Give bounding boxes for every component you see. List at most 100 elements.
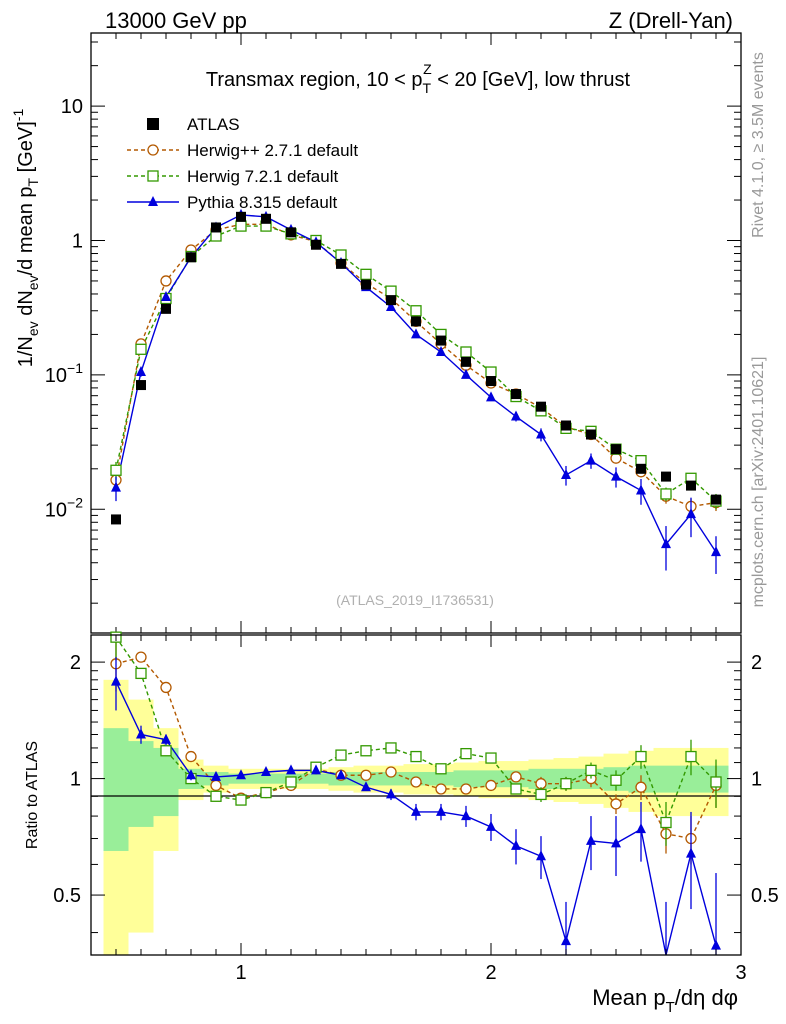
ratio-point (411, 805, 421, 816)
ratio-point (460, 783, 472, 795)
ratio-point (360, 745, 372, 757)
series-point (686, 508, 696, 519)
ratio-point (186, 769, 196, 780)
series-point (111, 481, 121, 492)
ratio-point (185, 750, 197, 763)
series-point (110, 464, 122, 476)
data-point (586, 429, 596, 440)
x-axis-label: Mean pT/dη dφ (592, 985, 738, 1016)
data-point (411, 316, 421, 327)
ratio-point (111, 675, 121, 686)
x-tick-label: 1 (235, 962, 246, 984)
series-point (160, 275, 172, 287)
series-point (410, 305, 422, 317)
ratio-point (610, 798, 622, 810)
ratio-point (161, 733, 171, 744)
ratio-y-tick-label-right: 2 (751, 652, 762, 674)
ylabel-a-sub: ev (25, 321, 41, 336)
data-point (311, 239, 321, 250)
data-point (361, 279, 371, 290)
ratio-y-tick-label-right: 0.5 (751, 885, 779, 907)
ratio-point (510, 771, 522, 783)
ratio-point (361, 781, 371, 792)
series-point (386, 300, 396, 311)
ratio-point (211, 770, 221, 781)
series-point (660, 488, 672, 500)
ratio-y-tick-label: 2 (70, 652, 81, 674)
series-point (135, 343, 147, 355)
y-tick-label-base: 10 (45, 365, 67, 387)
legend-marker (148, 196, 158, 206)
ratio-axis-ticks: 0.5 0.5 1 1 2 2 (53, 635, 779, 955)
ratio-point (311, 764, 321, 775)
data-point (461, 356, 471, 367)
ratio-point (686, 847, 696, 858)
ratio-point (286, 764, 296, 775)
data-point (486, 376, 496, 387)
ratio-point (235, 794, 247, 806)
ratio-point (461, 810, 471, 821)
x-tick-labels: 1 2 3 (235, 962, 746, 984)
ratio-point (536, 850, 546, 861)
legend-marker (147, 170, 159, 182)
ratio-point (610, 774, 622, 786)
series-point (661, 538, 671, 549)
ratio-point (160, 681, 172, 694)
ratio-point (685, 750, 697, 763)
x-tick-label: 2 (485, 962, 496, 984)
ratio-point (410, 750, 422, 763)
series-point (460, 346, 472, 358)
ratio-y-tick-label-right: 1 (751, 769, 762, 791)
data-point (286, 227, 296, 238)
ratio-point (485, 752, 497, 764)
ratio-point (360, 769, 372, 781)
analysis-watermark: (ATLAS_2019_I1736531) (336, 592, 494, 608)
ratio-point (385, 742, 397, 754)
data-point (636, 463, 646, 474)
ratio-point (511, 839, 521, 850)
series-line (115, 223, 717, 508)
ratio-point (435, 763, 447, 775)
ratio-point (711, 939, 721, 950)
series-point (411, 328, 421, 339)
series-point (136, 366, 146, 377)
ratio-band-stat (378, 771, 404, 786)
ratio-point (135, 667, 147, 680)
y-axis-label: 1/Nev dNev/d mean pT [GeV]-1 (10, 109, 41, 368)
series-point (360, 268, 372, 280)
ratio-band-stat (453, 770, 479, 788)
ylabel-d: [GeV] (15, 121, 37, 178)
ratio-plot-panel: 0.5 0.5 1 1 2 2 (53, 631, 779, 956)
ratio-point (285, 776, 297, 788)
series-point (586, 454, 596, 465)
y-tick-label-base: 10 (45, 499, 67, 521)
y-tick-label: 10 (61, 96, 83, 118)
ylabel-b: dN (15, 290, 37, 321)
ratio-point (160, 745, 172, 757)
plot-title-sup: Z (423, 61, 432, 77)
plot-title-post: < 20 [GeV], low thrust (432, 69, 631, 91)
ratio-point (510, 783, 522, 795)
ratio-point (261, 765, 271, 776)
ratio-point (535, 788, 547, 801)
data-point (161, 303, 171, 314)
ratio-point (236, 769, 246, 780)
ratio-series-layer (110, 631, 722, 956)
series-line (115, 225, 717, 502)
ratio-point (136, 728, 146, 739)
ratio-point (435, 783, 447, 795)
ratio-point (635, 781, 647, 793)
ratio-point (560, 778, 572, 790)
data-point (236, 211, 246, 222)
ratio-point (635, 750, 647, 763)
series-point (161, 290, 171, 301)
main-series-layer (110, 208, 722, 574)
data-point (686, 480, 696, 491)
ylabel-d-sup: -1 (10, 109, 26, 122)
ratio-point (436, 805, 446, 816)
series-point (561, 468, 571, 479)
series-point (486, 391, 496, 402)
series-point (536, 428, 546, 439)
